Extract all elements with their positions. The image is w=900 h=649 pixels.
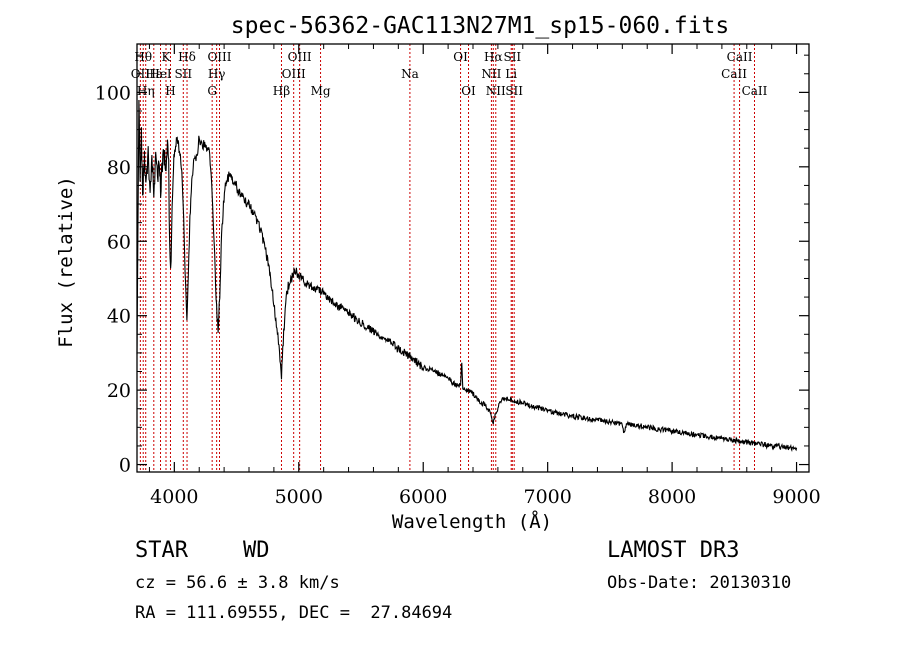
- spectral-line-label: Hε: [145, 67, 162, 81]
- x-tick-label: 4000: [150, 486, 198, 508]
- spectral-line-label: Li: [505, 67, 517, 81]
- x-axis-ticks: 4000 5000 6000 7000 8000 9000: [148, 44, 821, 508]
- x-tick-label: 8000: [648, 486, 696, 508]
- x-tick-label: 5000: [275, 486, 323, 508]
- y-axis-ticks: 0 20 40 60 80 100: [95, 54, 809, 477]
- coordinates-text: RA = 111.69555, DEC = 27.84694: [135, 603, 453, 623]
- spectral-line-label: OI: [453, 50, 468, 64]
- spectral-line-label: OIII: [282, 67, 306, 81]
- spectral-line-label: CaII: [721, 67, 747, 81]
- spectral-line-label: HeI: [149, 67, 172, 81]
- spectral-line-label: Mg: [311, 84, 331, 98]
- spectral-line-label: NII: [486, 84, 506, 98]
- spectral-line-label: SII: [503, 50, 521, 64]
- spectral-line-label: K: [162, 50, 172, 64]
- spectral-line-label: OIII: [288, 50, 312, 64]
- spectral-line-label: NII: [481, 67, 501, 81]
- spectral-line-label: CaII: [742, 84, 768, 98]
- spectral-line-label: SII: [174, 67, 192, 81]
- spectral-line-label: OI: [461, 84, 476, 98]
- y-axis-label: Flux (relative): [55, 176, 77, 348]
- spectral-line-label: Hη: [137, 84, 155, 98]
- survey-label: LAMOST DR3: [607, 538, 740, 563]
- y-tick-label: 0: [119, 455, 131, 477]
- x-tick-label: 7000: [523, 486, 571, 508]
- spectral-line-label: CaII: [727, 50, 753, 64]
- redshift-text: cz = 56.6 ± 3.8 km/s: [135, 573, 340, 593]
- spectral-line-label: OIII: [207, 50, 231, 64]
- object-subclass: WD: [243, 538, 270, 563]
- spectral-line-label: SII: [505, 84, 523, 98]
- spectral-line-label: Hβ: [273, 84, 290, 98]
- spectral-line-label: Hα: [484, 50, 503, 64]
- spectral-line-label: H: [165, 84, 175, 98]
- observation-date: Obs-Date: 20130310: [607, 573, 792, 593]
- spectral-line-labels: OIIHθHηHεHeIKHSIIHδGHγOIIIHβOIIIOIIIMgNa…: [131, 50, 768, 98]
- y-tick-label: 20: [107, 380, 131, 402]
- spectral-line-markers: [139, 44, 755, 472]
- plot-frame: [136, 43, 810, 473]
- spectral-line-label: Hδ: [178, 50, 196, 64]
- y-tick-label: 60: [107, 231, 131, 253]
- spectral-line-label: Hγ: [208, 67, 226, 81]
- flux-series-line: [136, 99, 798, 452]
- x-tick-label: 9000: [772, 486, 820, 508]
- x-axis-label: Wavelength (Å): [392, 510, 552, 533]
- object-class: STAR: [135, 538, 188, 563]
- y-tick-label: 80: [107, 157, 131, 179]
- chart-title: spec-56362-GAC113N27M1_sp15-060.fits: [231, 13, 730, 39]
- spectral-line-label: G: [207, 84, 217, 98]
- y-tick-label: 100: [95, 82, 131, 104]
- spectral-line-label: Na: [401, 67, 419, 81]
- x-tick-label: 6000: [399, 486, 447, 508]
- y-tick-label: 40: [107, 306, 131, 328]
- spectral-line-label: Hθ: [134, 50, 152, 64]
